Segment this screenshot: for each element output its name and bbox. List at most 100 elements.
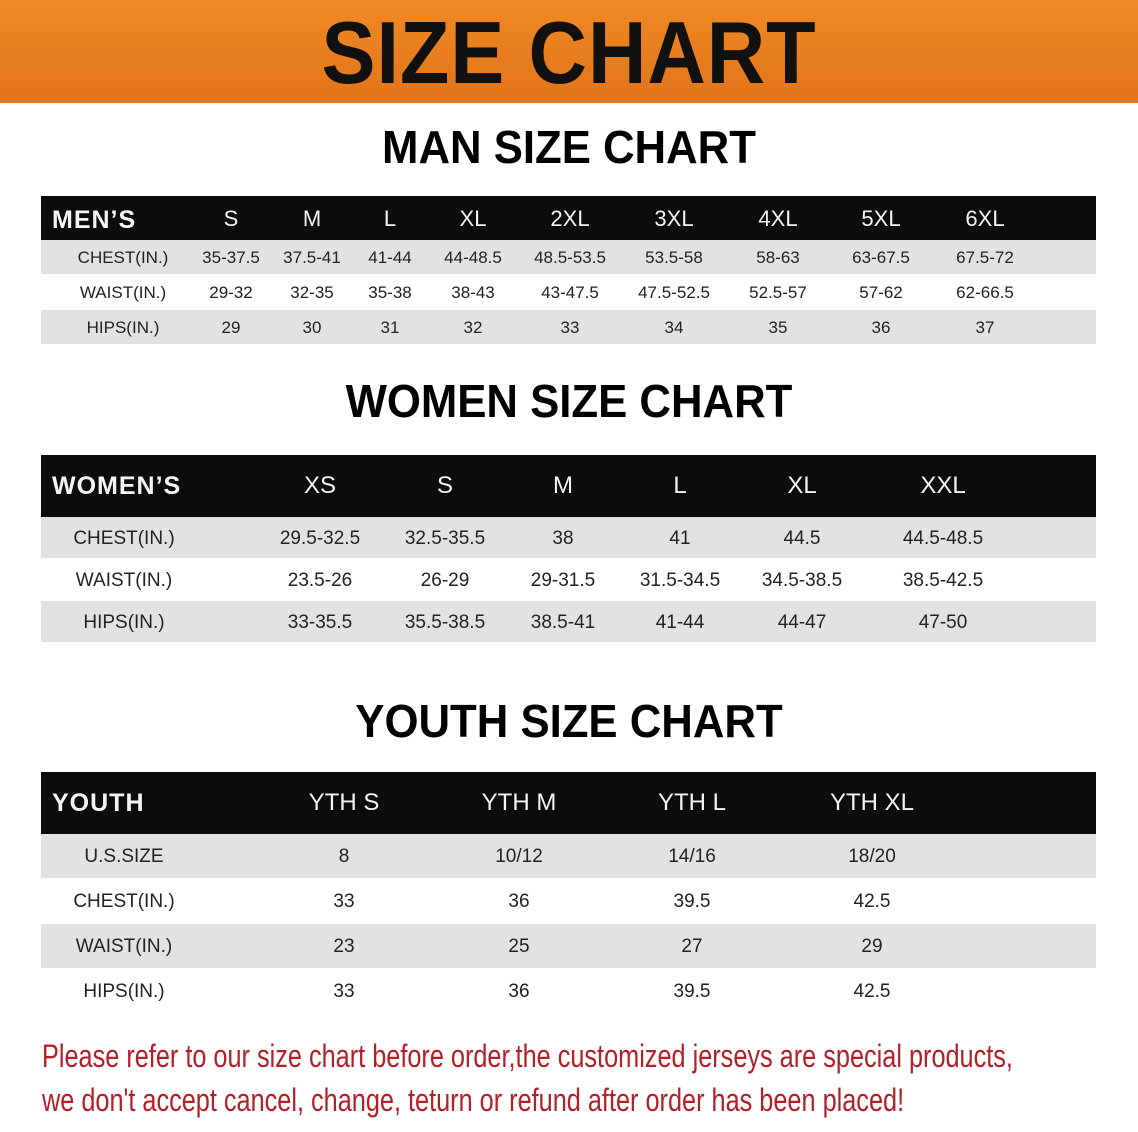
table-cell: 37	[975, 318, 995, 337]
row-label: HIPS(IN.)	[83, 981, 165, 1002]
table-cell: 48.5-53.5	[534, 248, 606, 267]
table-cell: 30	[302, 318, 322, 337]
table-row: WAIST(IN.) 23.5-26 26-29 29-31.5 31.5-34.5 34…	[41, 559, 1096, 600]
youth-header-row: YOUTH YTH S YTH M YTH L YTH XL	[41, 772, 1096, 834]
table-cell: 35.5-38.5	[404, 612, 486, 633]
table-cell: 44-48.5	[444, 248, 502, 267]
table-cell: 38.5-42.5	[902, 570, 984, 591]
size-column-header: YTH M	[481, 789, 557, 816]
table-cell: 33	[560, 318, 580, 337]
table-cell: 47-50	[918, 612, 968, 633]
women-header-label: WOMEN’S	[52, 472, 182, 500]
table-cell: 29-32	[209, 283, 253, 302]
size-column-header: XL	[787, 472, 817, 499]
table-cell: 26-29	[420, 570, 470, 591]
table-cell: 32.5-35.5	[404, 528, 486, 549]
table-cell: 41	[669, 528, 691, 549]
row-label: WAIST(IN.)	[75, 570, 173, 591]
table-cell: 44.5	[783, 528, 821, 549]
size-column-header: XL	[459, 206, 487, 231]
table-cell: 36	[508, 981, 530, 1002]
notice-line-2: we don't accept cancel, change, teturn o…	[42, 1082, 905, 1118]
size-column-header: M	[302, 206, 322, 231]
row-label: HIPS(IN.)	[83, 612, 165, 633]
size-column-header: 3XL	[654, 206, 694, 231]
table-row: HIPS(IN.) 33-35.5 35.5-38.5 38.5-41 41-44 44-…	[41, 601, 1096, 642]
table-cell: 36	[871, 318, 891, 337]
table-cell: 39.5	[673, 981, 711, 1002]
banner-title: SIZE CHART	[321, 3, 817, 102]
table-cell: 31.5-34.5	[639, 570, 721, 591]
men-section-title: MAN SIZE CHART	[382, 121, 756, 173]
size-column-header: YTH L	[657, 789, 727, 816]
table-cell: 44.5-48.5	[902, 528, 984, 549]
banner: SIZE CHART	[0, 0, 1138, 103]
table-cell: 42.5	[853, 981, 891, 1002]
table-cell: 35	[768, 318, 788, 337]
table-row: WAIST(IN.) 29-32 32-35 35-38 38-43 43-47.5 47.…	[41, 275, 1096, 309]
row-label: WAIST(IN.)	[79, 283, 167, 302]
row-label: WAIST(IN.)	[75, 936, 173, 957]
table-cell: 58-63	[756, 248, 800, 267]
row-label: CHEST(IN.)	[77, 248, 169, 267]
size-column-header: S	[436, 472, 454, 499]
size-column-header: L	[383, 206, 397, 231]
table-cell: 63-67.5	[852, 248, 910, 267]
table-cell: 32-35	[290, 283, 334, 302]
table-cell: 36	[508, 891, 530, 912]
size-column-header: S	[223, 206, 239, 231]
table-cell: 47.5-52.5	[638, 283, 710, 302]
table-row: U.S.SIZE 8 10/12 14/16 18/20	[41, 834, 1096, 878]
table-cell: 25	[508, 936, 530, 957]
table-cell: 32	[463, 318, 483, 337]
table-cell: 53.5-58	[645, 248, 703, 267]
row-label: CHEST(IN.)	[73, 891, 175, 912]
size-column-header: 4XL	[758, 206, 798, 231]
table-cell: 38.5-41	[530, 612, 596, 633]
table-cell: 41-44	[368, 248, 412, 267]
table-cell: 29-31.5	[530, 570, 596, 591]
table-cell: 33	[333, 891, 355, 912]
men-header-label: MEN’S	[52, 206, 137, 234]
row-label: CHEST(IN.)	[73, 528, 175, 549]
table-cell: 44-47	[777, 612, 827, 633]
table-cell: 41-44	[655, 612, 705, 633]
table-cell: 34	[664, 318, 684, 337]
row-label: U.S.SIZE	[84, 846, 164, 867]
table-cell: 33	[333, 981, 355, 1002]
size-column-header: 2XL	[550, 206, 590, 231]
size-column-header: YTH S	[308, 789, 380, 816]
size-column-header: 5XL	[861, 206, 901, 231]
size-column-header: YTH XL	[829, 789, 915, 816]
youth-section-title: YOUTH SIZE CHART	[355, 695, 783, 747]
table-cell: 52.5-57	[749, 283, 807, 302]
women-header-row: WOMEN’S XS S M L XL XXL	[41, 455, 1096, 517]
table-cell: 23.5-26	[287, 570, 353, 591]
table-cell: 35-38	[368, 283, 412, 302]
table-cell: 37.5-41	[283, 248, 341, 267]
table-row: CHEST(IN.) 35-37.5 37.5-41 41-44 44-48.5 48.5…	[41, 240, 1096, 274]
table-row: CHEST(IN.) 33 36 39.5 42.5	[41, 879, 1096, 923]
size-column-header: M	[553, 472, 573, 499]
table-row: WAIST(IN.) 23 25 27 29	[41, 924, 1096, 968]
table-cell: 38-43	[451, 283, 495, 302]
table-cell: 33-35.5	[287, 612, 353, 633]
women-section-title: WOMEN SIZE CHART	[345, 375, 793, 427]
table-cell: 10/12	[495, 846, 543, 867]
table-cell: 42.5	[853, 891, 891, 912]
size-column-header: L	[673, 472, 687, 499]
row-label: HIPS(IN.)	[86, 318, 160, 337]
table-cell: 29.5-32.5	[279, 528, 361, 549]
table-cell: 62-66.5	[956, 283, 1014, 302]
table-cell: 43-47.5	[541, 283, 599, 302]
table-cell: 27	[681, 936, 703, 957]
table-cell: 23	[333, 936, 355, 957]
table-row: CHEST(IN.) 29.5-32.5 32.5-35.5 38 41 44.5 44.5…	[41, 517, 1096, 558]
table-cell: 8	[338, 846, 350, 867]
size-column-header: XS	[303, 472, 337, 499]
table-cell: 31	[380, 318, 400, 337]
table-cell: 57-62	[859, 283, 903, 302]
size-column-header: XXL	[920, 472, 966, 499]
notice-line-1: Please refer to our size chart before or…	[42, 1038, 1013, 1074]
table-cell: 29	[221, 318, 241, 337]
